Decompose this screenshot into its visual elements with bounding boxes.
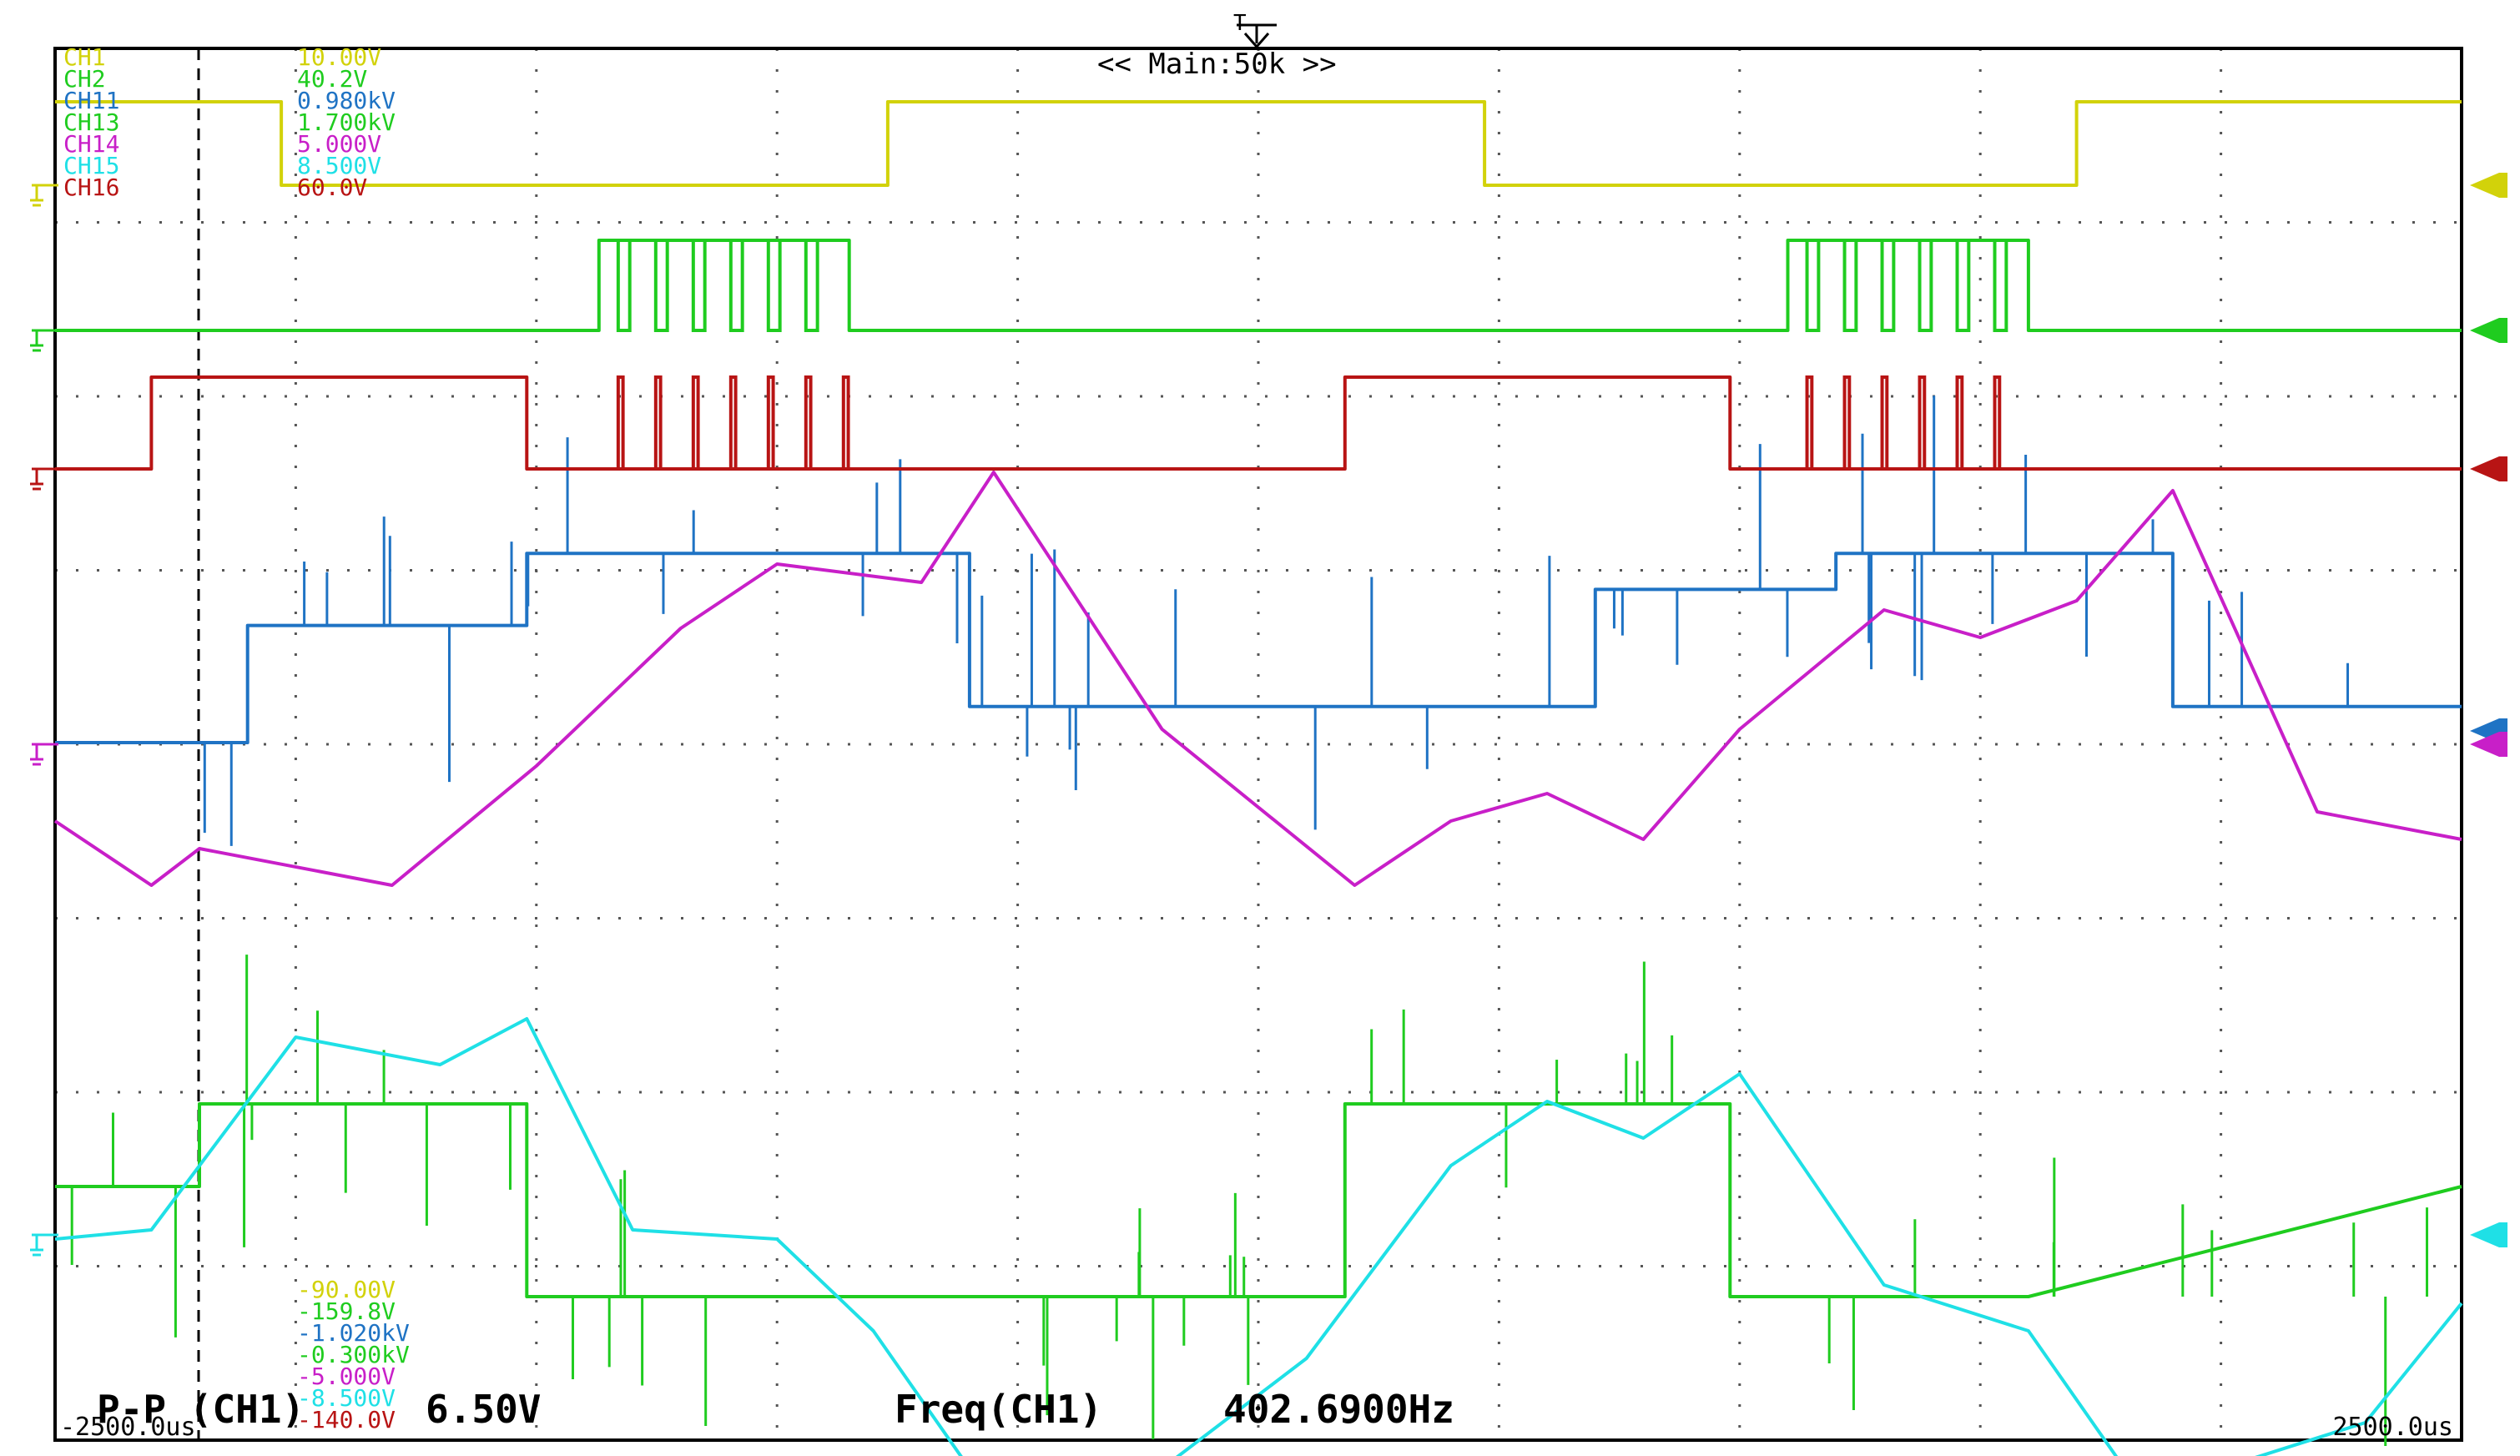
legend-channel-name: CH16 [63, 174, 119, 201]
trace-ch16-pulse [691, 375, 700, 471]
channel-scale-legend: CH1 10.00V CH2 40.2V CH11 0.980kV CH13 1.700kV C… [63, 43, 396, 201]
trace-ch2-pulse [1993, 239, 2008, 332]
trace-ch2 [55, 239, 2462, 332]
trace-ch15 [54, 1017, 2463, 1456]
trace-ch2-pulse [653, 239, 669, 332]
trace-ch16-pulse [766, 375, 775, 471]
channel-offset-marker-icon [2470, 173, 2507, 198]
trace-ch2-pulse [1805, 239, 1821, 332]
trace-ch16-pulse [616, 375, 625, 471]
trace-ch16-pulse [1918, 375, 1927, 471]
trace-ch16 [55, 375, 2462, 471]
trace-ch2-pulse [1955, 239, 1971, 332]
trace-ch16-pulse [1842, 375, 1852, 471]
ground-marker-icon [30, 184, 58, 207]
channel-offset-legend: -90.00V-159.8V-1.020kV-0.300kV-5.000V-8.… [297, 1276, 410, 1433]
legend-channel-scale: 8.500V [297, 152, 381, 179]
trace-ch16-pulse [1993, 375, 2002, 471]
freq-measure-value: 402.6900Hz [1223, 1387, 1454, 1432]
trace-ch14 [53, 471, 2462, 887]
ground-marker-icon [30, 1233, 58, 1257]
trigger-marker-icon [1237, 23, 1277, 49]
trace-ch2-pulse [728, 239, 744, 332]
legend-offset-value: -140.0V [297, 1406, 396, 1433]
legend-channel-name: CH1 [63, 43, 106, 71]
trace-ch2-pulse [766, 239, 782, 332]
legend-channel-scale: 10.00V [297, 43, 381, 71]
trace-ch2-pulse [1842, 239, 1858, 332]
trace-ch16-pulse [804, 375, 813, 471]
trace-ch1 [55, 100, 2462, 187]
legend-channel-name: CH15 [63, 152, 119, 179]
ground-marker-icon [30, 467, 58, 491]
legend-offset-value: -159.8V [297, 1297, 396, 1325]
pp-measure-label: P-P (CH1) [97, 1387, 305, 1432]
legend-channel-scale: 1.700kV [297, 108, 396, 136]
time-axis-left: -2500.0us [60, 1413, 196, 1442]
channel-offset-marker-icon [2470, 318, 2507, 343]
trace-ch13 [55, 1102, 2462, 1298]
trace-ch16-pulse [728, 375, 738, 471]
ground-marker-icon [30, 329, 58, 352]
trigger-label: T [1233, 11, 1247, 36]
channel-offset-markers [30, 173, 2507, 1257]
legend-channel-scale: 60.0V [297, 174, 367, 201]
trace-ch2-pulse [804, 239, 819, 332]
legend-offset-value: -5.000V [297, 1363, 396, 1390]
legend-offset-value: -8.500V [297, 1384, 396, 1412]
trace-ch16-pulse [1880, 375, 1889, 471]
trace-ch16-pulse [653, 375, 663, 471]
trace-ch2-pulse [1880, 239, 1896, 332]
trace-ch16-pulse [841, 375, 850, 471]
time-axis-right: 2500.0us [2333, 1413, 2454, 1442]
pp-measure-value: 6.50V [426, 1387, 541, 1432]
legend-offset-value: -90.00V [297, 1276, 396, 1303]
trace-ch2-pulse [616, 239, 632, 332]
trace-ch2-pulse [1918, 239, 1933, 332]
channel-offset-marker-icon [2470, 1222, 2507, 1247]
freq-measure-label: Freq(CH1) [895, 1387, 1102, 1432]
zoom-label: << Main:50k >> [1097, 48, 1337, 81]
channel-offset-marker-icon [2470, 732, 2507, 757]
waveform-traces [53, 100, 2463, 1456]
legend-offset-value: -0.300kV [297, 1341, 410, 1368]
legend-channel-name: CH11 [63, 87, 119, 114]
channel-offset-marker-icon [2470, 456, 2507, 481]
trace-ch2-pulse [691, 239, 707, 332]
legend-channel-name: CH14 [63, 130, 119, 158]
trace-ch11 [55, 552, 2462, 744]
legend-channel-scale: 5.000V [297, 130, 381, 158]
legend-channel-name: CH2 [63, 65, 106, 93]
legend-channel-name: CH13 [63, 108, 119, 136]
trace-ch16-pulse [1955, 375, 1964, 471]
ground-marker-icon [30, 743, 58, 766]
legend-channel-scale: 40.2V [297, 65, 367, 93]
trace-ch16-pulse [1805, 375, 1814, 471]
legend-channel-scale: 0.980kV [297, 87, 396, 114]
legend-offset-value: -1.020kV [297, 1319, 410, 1347]
